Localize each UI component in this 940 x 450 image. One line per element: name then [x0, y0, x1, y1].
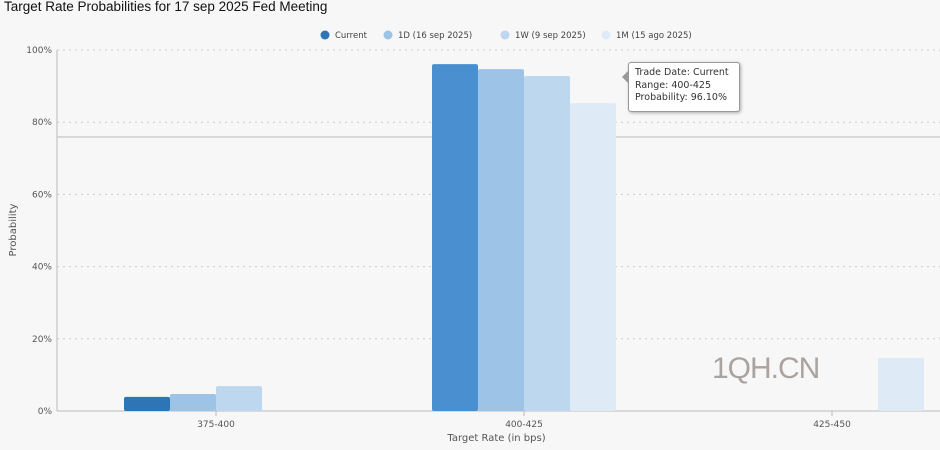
y-tick-label: 20%: [32, 335, 52, 345]
legend-marker: [320, 30, 330, 40]
tooltip-probability: Probability: 96.10%: [635, 92, 727, 103]
bar-400-425-2: [524, 75, 570, 411]
bar-400-425-1: [478, 69, 524, 412]
bar-425-450-3: [878, 357, 924, 411]
bar-375-400-1: [170, 394, 216, 411]
tooltip-trade-date: Trade Date: Current: [635, 67, 729, 78]
y-tick-label: 40%: [32, 263, 52, 273]
legend-marker: [500, 30, 510, 40]
tooltip: Trade Date: Current Range: 400-425 Proba…: [622, 62, 740, 112]
watermark: 1QH.CN: [712, 352, 820, 385]
bar-400-425-0: [432, 64, 478, 411]
x-tick-label: 425-450: [813, 420, 851, 430]
legend-item: 1M (15 ago 2025): [616, 31, 692, 41]
chart-title: Target Rate Probabilities for 17 sep 202…: [4, 0, 328, 14]
y-tick-label: 60%: [32, 190, 52, 200]
legend-marker: [383, 30, 393, 40]
legend-item: 1W (9 sep 2025): [515, 31, 586, 41]
bar-400-425-3: [570, 103, 616, 411]
bar-375-400-0: [124, 396, 170, 411]
x-tick-label: 375-400: [197, 420, 235, 430]
y-axis-title: Probability: [8, 203, 19, 256]
legend-marker: [601, 30, 611, 40]
x-tick-label: 400-425: [505, 420, 543, 430]
bar-375-400-2: [216, 386, 262, 411]
y-tick-label: 80%: [32, 118, 52, 128]
x-axis-title: Target Rate (in bps): [446, 433, 545, 444]
legend-item: Current: [335, 31, 368, 41]
legend-item: 1D (16 sep 2025): [398, 31, 472, 41]
y-tick-label: 0%: [38, 407, 53, 417]
tooltip-range: Range: 400-425: [635, 79, 712, 91]
y-tick-label: 100%: [26, 46, 52, 56]
